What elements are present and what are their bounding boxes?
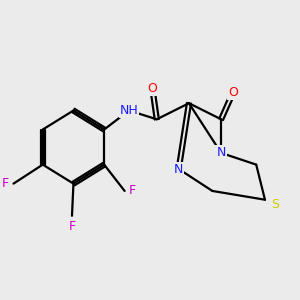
Text: F: F [68, 220, 76, 233]
Text: F: F [2, 177, 9, 190]
Text: O: O [148, 82, 157, 95]
Text: O: O [228, 86, 238, 100]
Text: S: S [271, 198, 279, 211]
Text: N: N [216, 146, 226, 159]
Text: F: F [129, 184, 136, 197]
Text: NH: NH [120, 104, 138, 117]
Text: N: N [174, 163, 183, 176]
